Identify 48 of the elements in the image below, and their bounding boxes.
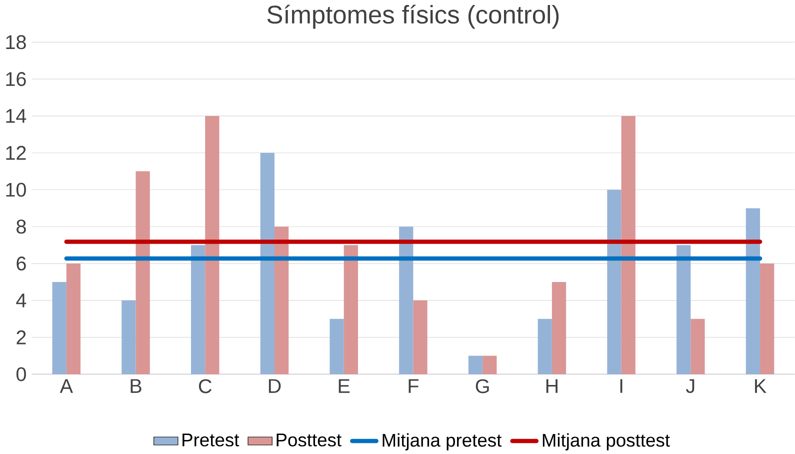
bar — [468, 356, 483, 374]
bar — [122, 300, 136, 374]
x-tick-label: J — [686, 379, 694, 393]
bar — [190, 244, 206, 374]
bar — [690, 318, 705, 374]
x-tick-label: F — [408, 379, 418, 393]
x-tick-label: G — [476, 379, 489, 394]
x-tick-label: A — [60, 379, 73, 393]
y-tick-label: 10 — [6, 182, 26, 197]
bar — [413, 300, 428, 374]
bar — [344, 244, 358, 374]
bar — [66, 263, 81, 374]
x-tick-label: D — [268, 379, 281, 393]
y-tick-label: 18 — [6, 34, 26, 50]
bar — [399, 226, 414, 374]
bar — [538, 318, 552, 374]
bar — [52, 282, 66, 374]
bar — [482, 356, 497, 374]
bar — [136, 171, 150, 374]
y-tick-label: 8 — [16, 219, 26, 234]
chart-title: Símptomes físics (control) — [267, 4, 559, 29]
x-tick-label: I — [620, 379, 622, 393]
y-tick-label: 6 — [16, 256, 26, 270]
y-tick-label: 12 — [6, 146, 26, 160]
x-tick-label: E — [338, 379, 350, 393]
legend-label: Mitjana posttest — [542, 433, 670, 450]
bar — [260, 152, 274, 374]
legend-label: Mitjana pretest — [382, 433, 502, 450]
x-tick-label: C — [198, 379, 212, 394]
bar — [552, 282, 566, 374]
x-tick-label: B — [130, 379, 142, 393]
bar — [274, 226, 289, 374]
bar — [760, 263, 774, 374]
bar — [746, 208, 760, 374]
bar — [621, 116, 636, 374]
legend-label: Pretest — [182, 433, 240, 446]
x-tick-label: H — [546, 379, 558, 393]
x-tick-label: K — [755, 379, 766, 393]
y-tick-label: 14 — [6, 108, 26, 123]
y-tick-label: 16 — [6, 72, 26, 86]
bar — [676, 244, 691, 374]
y-tick-label: 4 — [16, 293, 26, 308]
y-tick-label: 2 — [16, 330, 26, 344]
bar — [205, 116, 220, 374]
bar — [607, 190, 622, 374]
y-tick-label: 0 — [16, 367, 26, 382]
bar — [330, 318, 344, 374]
legend-label: Posttest — [276, 433, 342, 446]
